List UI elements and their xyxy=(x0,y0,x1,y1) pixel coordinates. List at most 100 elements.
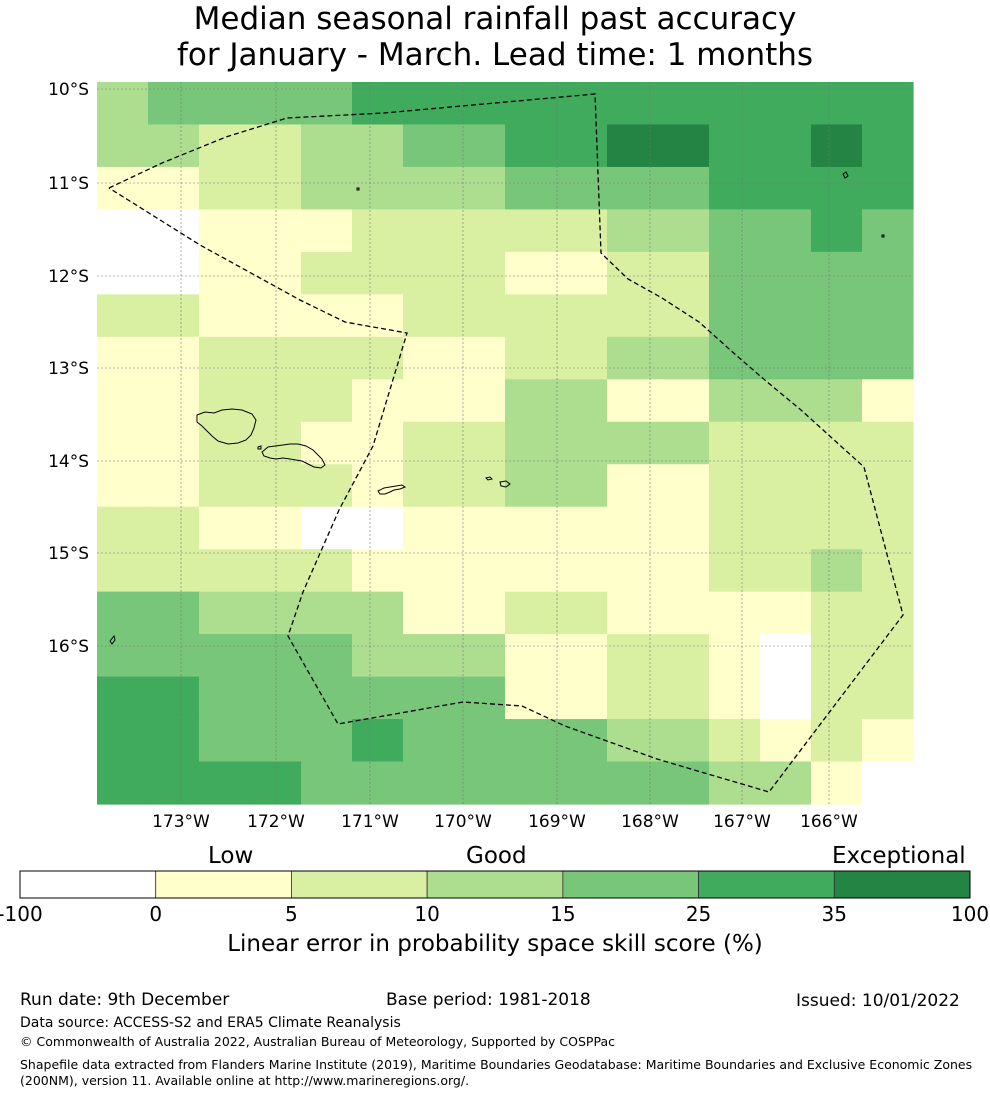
grid-cell xyxy=(199,124,251,168)
grid-cell xyxy=(301,294,353,338)
grid-cell xyxy=(760,634,812,678)
grid-cell xyxy=(658,82,710,126)
grid-cell xyxy=(352,209,404,253)
grid-cell xyxy=(454,719,506,763)
grid-cell xyxy=(505,634,557,678)
grid-cell xyxy=(760,676,812,720)
grid-cell xyxy=(556,506,608,550)
grid-cell xyxy=(199,336,251,380)
grid-cell xyxy=(709,506,761,550)
grid-cell xyxy=(301,251,353,295)
grid-cell xyxy=(454,549,506,593)
grid-cell xyxy=(658,719,710,763)
grid-cell xyxy=(760,336,812,380)
grid-cell xyxy=(199,82,251,126)
grid-cell xyxy=(454,506,506,550)
longitude-labels: 173°W 172°W 171°W 170°W 169°W 168°W 167°W 166°W xyxy=(152,812,858,832)
grid-cell xyxy=(556,166,608,211)
island-tau xyxy=(499,480,511,488)
grid-cell xyxy=(301,761,353,805)
grid-cell xyxy=(403,251,455,295)
grid-cell xyxy=(403,209,455,253)
grid-cell xyxy=(199,166,251,211)
colorbar-category-good: Good xyxy=(466,843,527,869)
grid-cell xyxy=(505,251,557,295)
grid-cell xyxy=(505,464,557,508)
grid-cell xyxy=(709,166,761,211)
grid-cell xyxy=(709,676,761,720)
grid-cell xyxy=(505,506,557,550)
grid-cell xyxy=(811,549,863,593)
grid-cell xyxy=(505,209,557,253)
grid-cell xyxy=(760,124,812,168)
grid-cell xyxy=(403,719,455,763)
grid-cell xyxy=(301,676,353,720)
grid-cell xyxy=(97,124,149,168)
grid-cell xyxy=(607,506,659,550)
grid-cell xyxy=(556,464,608,508)
grid-cell xyxy=(199,719,251,763)
grid-cell xyxy=(97,761,149,805)
grid-cell xyxy=(862,634,914,678)
latitude-label: 14°S xyxy=(48,452,89,472)
grid-cell xyxy=(556,421,608,465)
grid-cell xyxy=(709,761,761,805)
grid-cell xyxy=(556,124,608,168)
grid-cell xyxy=(403,294,455,338)
grid-cell xyxy=(556,676,608,720)
grid-cell xyxy=(301,82,353,126)
longitude-label: 166°W xyxy=(800,812,858,832)
grid-cell xyxy=(658,124,710,168)
grid-cell xyxy=(862,251,914,295)
grid-cell xyxy=(505,421,557,465)
grid-cell xyxy=(403,634,455,678)
grid-cell xyxy=(709,82,761,126)
grid-cell xyxy=(97,82,149,126)
grid-cell xyxy=(454,676,506,720)
grid-cell xyxy=(607,719,659,763)
grid-cell xyxy=(760,464,812,508)
grid-cell xyxy=(505,336,557,380)
grid-cell xyxy=(352,82,404,126)
shapefile-credit-line-2: (200NM), version 11. Available online at… xyxy=(20,1073,470,1088)
grid-cell xyxy=(607,634,659,678)
colorbar-segment xyxy=(562,870,699,899)
grid-cell xyxy=(811,634,863,678)
grid-cell xyxy=(658,464,710,508)
grid-cell xyxy=(505,719,557,763)
colorbar-frame xyxy=(19,870,971,899)
grid-cell xyxy=(811,209,863,253)
grid-cell xyxy=(199,209,251,253)
grid-cell xyxy=(760,506,812,550)
grid-cell xyxy=(454,379,506,423)
grid-cell xyxy=(760,421,812,465)
grid-cell xyxy=(301,719,353,763)
colorbar-segment xyxy=(426,870,564,899)
grid-cell xyxy=(301,464,353,508)
grid-cell xyxy=(658,761,710,805)
longitude-label: 169°W xyxy=(528,812,586,832)
shapefile-credit-line-1: Shapefile data extracted from Flanders M… xyxy=(20,1057,973,1072)
grid-cell xyxy=(862,719,914,763)
grid-cell xyxy=(760,761,812,805)
grid-cell xyxy=(607,591,659,635)
grid-cell xyxy=(709,719,761,763)
island-savaii xyxy=(196,408,257,445)
colorbar-tick-label: 5 xyxy=(285,902,298,926)
grid-cell xyxy=(709,634,761,678)
grid-cell xyxy=(607,336,659,380)
graticule xyxy=(97,82,913,804)
grid-cell xyxy=(505,761,557,805)
grid-cell xyxy=(403,336,455,380)
grid-cell xyxy=(403,82,455,126)
grid-cell xyxy=(658,549,710,593)
colorbar-title: Linear error in probability space skill … xyxy=(227,931,763,957)
grid-cell xyxy=(148,761,200,805)
grid-cell xyxy=(862,421,914,465)
grid-cell xyxy=(811,761,863,805)
grid-cell xyxy=(352,676,404,720)
grid-cell xyxy=(148,464,200,508)
grid-cell xyxy=(658,506,710,550)
longitude-label: 167°W xyxy=(713,812,771,832)
grid-cell xyxy=(454,591,506,635)
